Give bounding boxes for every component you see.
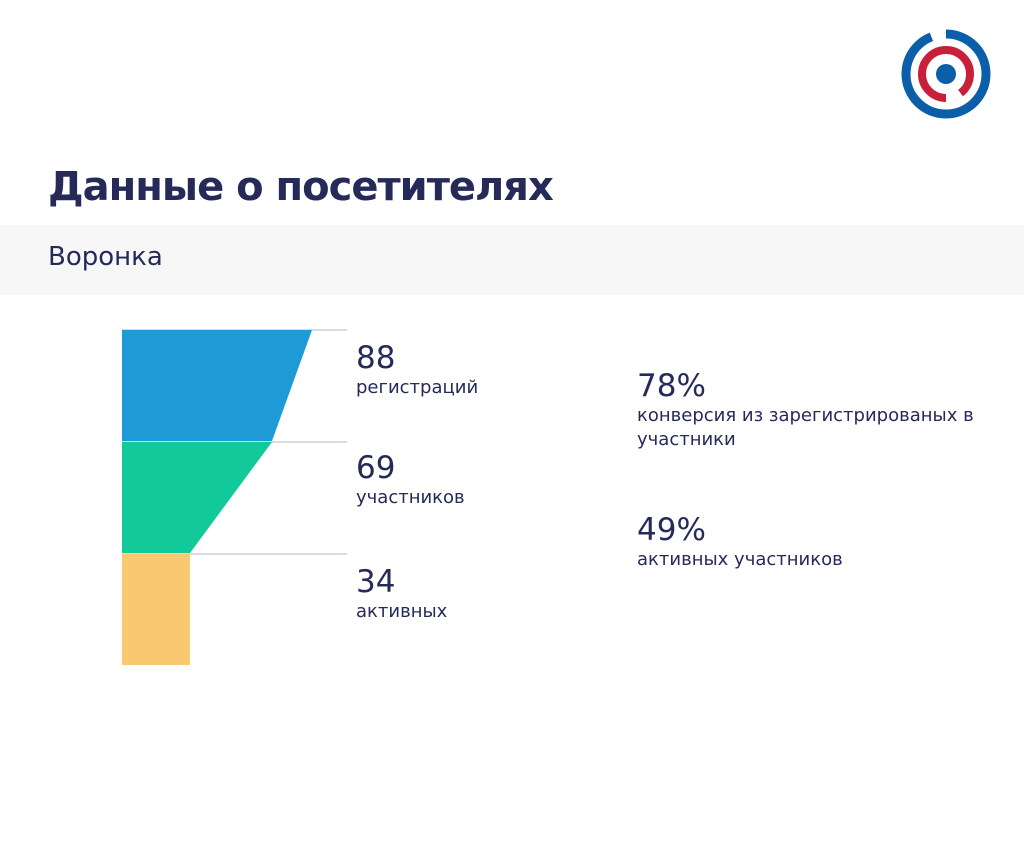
funnel-stage-value: 88 [356, 340, 396, 376]
metric-label: активных участников [637, 549, 843, 570]
funnel-stage-registrations: 88 регистраций [356, 340, 596, 400]
metric-conversion: 78% конверсия из зарегистрированых в уча… [637, 368, 997, 452]
metric-value: 78% [637, 368, 706, 404]
funnel-chart [122, 329, 347, 665]
metric-active-share: 49% активных участников [637, 512, 997, 572]
funnel-stage-label: активных [356, 601, 448, 622]
funnel-segment-registrations [122, 330, 312, 441]
target-logo-icon [901, 29, 991, 119]
funnel-segment-active [122, 554, 190, 665]
funnel-stage-value: 69 [356, 450, 396, 486]
metric-label: конверсия из зарегистрированых в участни… [637, 405, 974, 450]
metric-value: 49% [637, 512, 706, 548]
section-band [0, 225, 1024, 295]
section-title: Воронка [48, 242, 163, 272]
funnel-stage-label: регистраций [356, 377, 479, 398]
funnel-stage-value: 34 [356, 564, 396, 600]
funnel-stage-label: участников [356, 487, 465, 508]
funnel-segment-participants [122, 442, 272, 553]
funnel-stage-participants: 69 участников [356, 450, 596, 510]
page-title: Данные о посетителях [48, 164, 554, 210]
funnel-stage-active: 34 активных [356, 564, 596, 624]
